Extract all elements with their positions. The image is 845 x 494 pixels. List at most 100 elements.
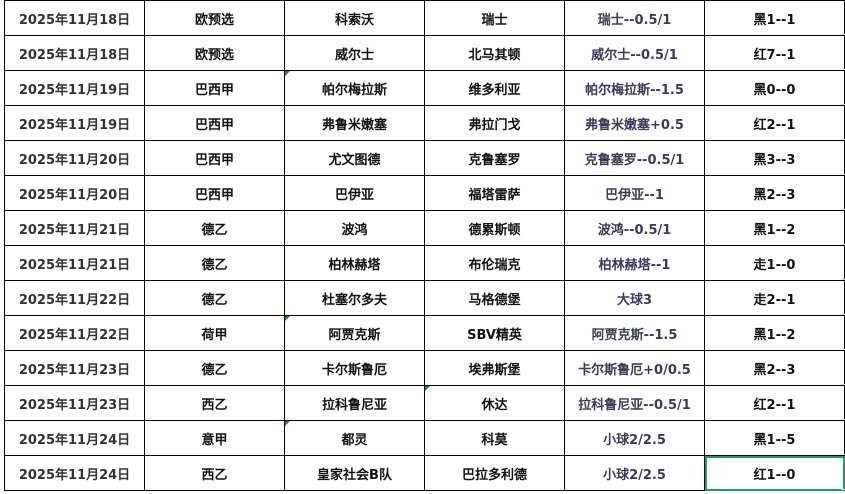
date-cell[interactable]: 2025年11月22日 (4, 315, 145, 351)
result-cell[interactable]: 走1--0 (704, 245, 845, 281)
home-team-cell[interactable]: 弗鲁米嫩塞 (284, 105, 425, 141)
result-cell-text: 黑1--2 (753, 327, 796, 343)
handicap-cell[interactable]: 阿贾克斯--1.5 (564, 315, 705, 351)
away-team-cell[interactable]: 德累斯顿 (424, 210, 565, 246)
result-cell[interactable]: 黑2--3 (704, 350, 845, 386)
handicap-cell[interactable]: 克鲁塞罗--0.5/1 (564, 140, 705, 176)
result-cell[interactable]: 红2--1 (704, 105, 845, 141)
home-team-cell[interactable]: 帕尔梅拉斯 (284, 70, 425, 106)
league-cell[interactable]: 西乙 (144, 455, 285, 491)
result-cell[interactable]: 红2--1 (704, 385, 845, 421)
league-cell[interactable]: 荷甲 (144, 315, 285, 351)
league-cell[interactable]: 巴西甲 (144, 175, 285, 211)
date-cell[interactable]: 2025年11月23日 (4, 350, 145, 386)
home-team-cell[interactable]: 拉科鲁尼亚 (284, 385, 425, 421)
handicap-cell[interactable]: 拉科鲁尼亚--0.5/1 (564, 385, 705, 421)
comment-marker-icon (285, 316, 290, 321)
table-row: 2025年11月21日 德乙 柏林赫塔 布伦瑞克 柏林赫塔--1 走1--0 (4, 245, 845, 281)
handicap-cell-text: 大球3 (616, 292, 653, 308)
table-row: 2025年11月22日 德乙 杜塞尔多夫 马格德堡 大球3 走2--1 (4, 280, 845, 316)
league-cell[interactable]: 德乙 (144, 210, 285, 246)
date-cell[interactable]: 2025年11月22日 (4, 280, 145, 316)
league-cell[interactable]: 欧预选 (144, 0, 285, 36)
league-cell[interactable]: 德乙 (144, 280, 285, 316)
date-cell[interactable]: 2025年11月24日 (4, 420, 145, 456)
result-cell[interactable]: 黑1--2 (704, 210, 845, 246)
home-team-cell[interactable]: 巴伊亚 (284, 175, 425, 211)
league-cell[interactable]: 德乙 (144, 245, 285, 281)
league-cell-text: 巴西甲 (194, 152, 234, 168)
handicap-cell[interactable]: 瑞士--0.5/1 (564, 0, 705, 36)
handicap-cell[interactable]: 帕尔梅拉斯--1.5 (564, 70, 705, 106)
handicap-cell-text: 小球2/2.5 (603, 432, 666, 448)
date-cell[interactable]: 2025年11月18日 (4, 35, 145, 71)
result-cell[interactable]: 红1--0 (704, 455, 845, 491)
home-team-cell[interactable]: 科索沃 (284, 0, 425, 36)
date-cell[interactable]: 2025年11月21日 (4, 245, 145, 281)
away-team-cell[interactable]: 北马其顿 (424, 35, 565, 71)
result-cell[interactable]: 红7--1 (704, 35, 845, 71)
away-team-cell[interactable]: 福塔雷萨 (424, 175, 565, 211)
handicap-cell[interactable]: 小球2/2.5 (564, 455, 705, 491)
home-team-cell[interactable]: 杜塞尔多夫 (284, 280, 425, 316)
handicap-cell[interactable]: 柏林赫塔--1 (564, 245, 705, 281)
away-team-cell-text: 弗拉门戈 (468, 117, 521, 133)
league-cell[interactable]: 德乙 (144, 350, 285, 386)
result-cell[interactable]: 黑1--1 (704, 0, 845, 36)
date-cell[interactable]: 2025年11月18日 (4, 0, 145, 36)
away-team-cell[interactable]: 休达 (424, 385, 565, 421)
away-team-cell[interactable]: 维多利亚 (424, 70, 565, 106)
result-cell[interactable]: 黑3--3 (704, 140, 845, 176)
result-cell[interactable]: 走2--1 (704, 280, 845, 316)
result-cell[interactable]: 黑0--0 (704, 70, 845, 106)
handicap-cell[interactable]: 波鸿--0.5/1 (564, 210, 705, 246)
away-team-cell[interactable]: 科莫 (424, 420, 565, 456)
league-cell[interactable]: 巴西甲 (144, 140, 285, 176)
date-cell[interactable]: 2025年11月24日 (4, 455, 145, 491)
away-team-cell[interactable]: 巴拉多利德 (424, 455, 565, 491)
league-cell[interactable]: 欧预选 (144, 35, 285, 71)
date-cell[interactable]: 2025年11月20日 (4, 140, 145, 176)
date-cell[interactable]: 2025年11月21日 (4, 210, 145, 246)
handicap-cell[interactable]: 巴伊亚--1 (564, 175, 705, 211)
home-team-cell[interactable]: 柏林赫塔 (284, 245, 425, 281)
handicap-cell[interactable]: 小球2/2.5 (564, 420, 705, 456)
away-team-cell[interactable]: 弗拉门戈 (424, 105, 565, 141)
away-team-cell[interactable]: 布伦瑞克 (424, 245, 565, 281)
away-team-cell[interactable]: 克鲁塞罗 (424, 140, 565, 176)
date-cell[interactable]: 2025年11月19日 (4, 105, 145, 141)
home-team-cell-text: 帕尔梅拉斯 (321, 82, 387, 98)
date-cell[interactable]: 2025年11月23日 (4, 385, 145, 421)
home-team-cell[interactable]: 卡尔斯鲁厄 (284, 350, 425, 386)
date-cell[interactable]: 2025年11月20日 (4, 175, 145, 211)
away-team-cell[interactable]: 埃弗斯堡 (424, 350, 565, 386)
league-cell[interactable]: 西乙 (144, 385, 285, 421)
away-team-cell[interactable]: SBV精英 (424, 315, 565, 351)
league-cell[interactable]: 意甲 (144, 420, 285, 456)
away-team-cell[interactable]: 瑞士 (424, 0, 565, 36)
league-cell-text: 巴西甲 (194, 187, 234, 203)
home-team-cell[interactable]: 威尔士 (284, 35, 425, 71)
home-team-cell[interactable]: 阿贾克斯 (284, 315, 425, 351)
handicap-cell[interactable]: 大球3 (564, 280, 705, 316)
handicap-cell[interactable]: 卡尔斯鲁厄+0/0.5 (564, 350, 705, 386)
handicap-cell[interactable]: 弗鲁米嫩塞+0.5 (564, 105, 705, 141)
handicap-cell-text: 卡尔斯鲁厄+0/0.5 (578, 362, 691, 378)
date-cell-text: 2025年11月19日 (18, 82, 131, 98)
home-team-cell[interactable]: 都灵 (284, 420, 425, 456)
league-cell-text: 德乙 (201, 257, 228, 273)
home-team-cell[interactable]: 皇家社会B队 (284, 455, 425, 491)
home-team-cell[interactable]: 波鸿 (284, 210, 425, 246)
away-team-cell[interactable]: 马格德堡 (424, 280, 565, 316)
handicap-cell[interactable]: 威尔士--0.5/1 (564, 35, 705, 71)
league-cell[interactable]: 巴西甲 (144, 70, 285, 106)
date-cell-text: 2025年11月20日 (18, 152, 131, 168)
home-team-cell[interactable]: 尤文图德 (284, 140, 425, 176)
result-cell[interactable]: 黑2--3 (704, 175, 845, 211)
away-team-cell-text: 福塔雷萨 (468, 187, 521, 203)
result-cell[interactable]: 黑1--2 (704, 315, 845, 351)
home-team-cell-text: 尤文图德 (328, 152, 381, 168)
date-cell[interactable]: 2025年11月19日 (4, 70, 145, 106)
result-cell[interactable]: 黑1--5 (704, 420, 845, 456)
league-cell[interactable]: 巴西甲 (144, 105, 285, 141)
